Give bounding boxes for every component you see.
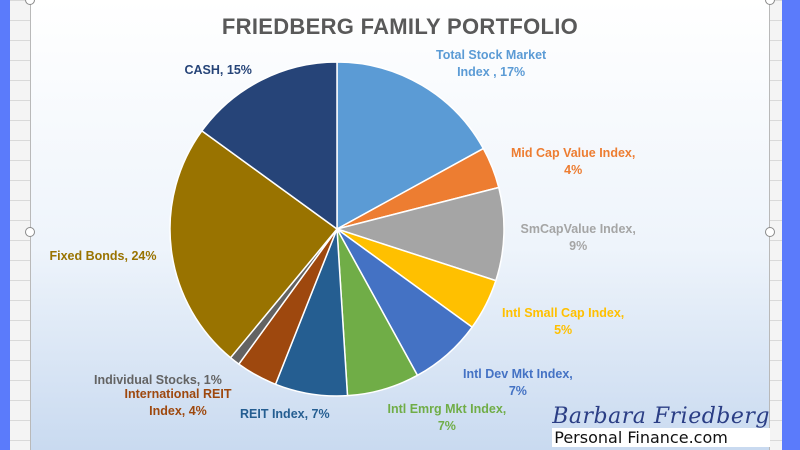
data-label-line: Intl Dev Mkt Index,: [463, 367, 573, 381]
brand-watermark: Barbara Friedberg Personal Finance.com: [552, 406, 770, 447]
data-label-line: 7%: [437, 419, 456, 433]
pie-slice-fixed-bonds[interactable]: [169, 129, 339, 359]
data-label-line: Index , 17%: [457, 65, 526, 79]
data-label-intl-dev-mkt-index: Intl Dev Mkt Index, 7%: [463, 366, 573, 400]
watermark-name: Barbara Friedberg: [552, 404, 770, 429]
data-label-line: Individual Stocks, 1%: [94, 372, 222, 387]
data-label-reit-index: REIT Index, 7%: [240, 406, 330, 423]
data-label-line: Fixed Bonds, 24%: [49, 248, 157, 263]
data-label-line: Intl Small Cap Index,: [502, 306, 625, 320]
data-label-line: International REIT: [124, 387, 232, 401]
data-label-line: Mid Cap Value Index,: [511, 146, 636, 160]
data-label-intl-small-cap-index: Intl Small Cap Index, 5%: [502, 305, 624, 339]
data-label-smcapvalue-index: SmCapValue Index, 9%: [521, 221, 636, 255]
resize-handle-middle-right[interactable]: [765, 227, 775, 237]
data-label-line: Index, 4%: [149, 404, 207, 418]
pie-slice-total-stock-market-index[interactable]: [336, 61, 485, 231]
data-label-line: 7%: [508, 384, 527, 398]
data-label-mid-cap-value-index: Mid Cap Value Index, 4%: [511, 145, 635, 179]
watermark-site: Personal Finance.com: [552, 428, 770, 447]
data-label-individual-stocks: Individual Stocks, 1%: [94, 372, 222, 389]
data-label-line: Intl Emrg Mkt Index,: [387, 402, 507, 416]
data-label-line: Total Stock Market: [436, 48, 547, 62]
data-label-line: REIT Index, 7%: [240, 406, 330, 421]
data-label-line: SmCapValue Index,: [520, 222, 636, 236]
data-label-line: 4%: [564, 163, 583, 177]
pie-slice-cash[interactable]: [200, 61, 338, 231]
data-label-line: CASH, 15%: [184, 62, 252, 77]
window-edge-right: [782, 0, 800, 450]
data-label-line: 5%: [554, 323, 573, 337]
resize-handle-middle-left[interactable]: [25, 227, 35, 237]
data-label-line: 9%: [569, 239, 588, 253]
data-label-intl-emrg-mkt-index: Intl Emrg Mkt Index, 7%: [388, 401, 507, 435]
chart-title: FRIEDBERG FAMILY PORTFOLIO: [221, 14, 579, 39]
data-label-international-reit-index: International REIT Index, 4%: [125, 386, 232, 420]
data-label-total-stock-market-index: Total Stock Market Index , 17%: [436, 47, 546, 81]
pie-slice-smcapvalue-index[interactable]: [334, 186, 505, 282]
window-edge-left: [0, 0, 10, 450]
data-label-fixed-bonds: Fixed Bonds, 24%: [50, 248, 157, 265]
data-label-cash: CASH, 15%: [185, 62, 252, 79]
